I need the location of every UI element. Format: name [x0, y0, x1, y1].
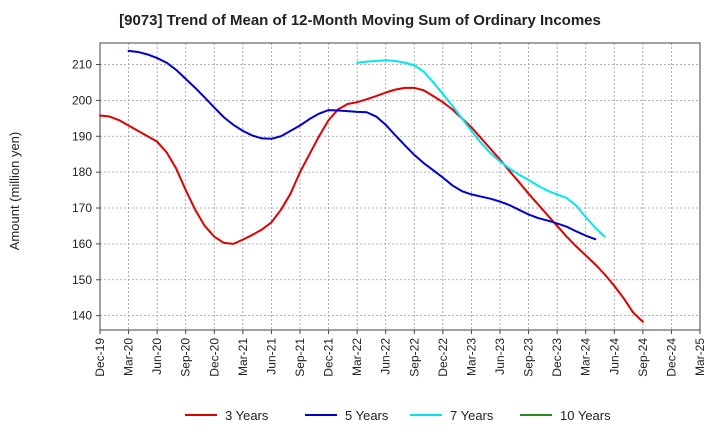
y-tick-label: 210	[72, 58, 92, 72]
legend-label-3-years: 3 Years	[225, 408, 269, 423]
legend-label-7-years: 7 Years	[450, 408, 494, 423]
x-tick-label: Sep-23	[522, 338, 536, 377]
x-tick-label: Jun-23	[493, 338, 507, 375]
y-tick-label: 170	[72, 201, 92, 215]
x-tick-label: Dec-19	[93, 338, 107, 377]
x-tick-label: Mar-25	[693, 338, 707, 376]
x-tick-label: Mar-24	[579, 338, 593, 376]
legend: 3 Years 5 Years 7 Years 10 Years	[185, 408, 611, 423]
y-tick-labels: 140 150 160 170 180 190 200 210	[72, 58, 100, 323]
x-tick-label: Dec-22	[436, 338, 450, 377]
plot-area-frame	[99, 42, 701, 331]
legend-label-10-years: 10 Years	[560, 408, 611, 423]
x-tick-label: Sep-24	[636, 338, 650, 377]
legend-label-5-years: 5 Years	[345, 408, 389, 423]
x-tick-label: Dec-20	[207, 338, 221, 377]
y-tick-label: 160	[72, 237, 92, 251]
series-line-7-years	[356, 59, 606, 238]
x-tick-label: Dec-24	[664, 338, 678, 377]
x-tick-labels: Dec-19 Mar-20 Jun-20 Sep-20 Dec-20 Mar-21 Jun-…	[93, 330, 707, 377]
series-line-3-years	[99, 86, 644, 323]
x-tick-label: Dec-21	[322, 338, 336, 377]
x-tick-label: Mar-22	[350, 338, 364, 376]
x-tick-label: Dec-23	[550, 338, 564, 377]
x-tick-label: Jun-20	[150, 338, 164, 375]
x-tick-label: Sep-21	[293, 338, 307, 377]
grid-layer	[100, 43, 700, 330]
y-tick-label: 140	[72, 309, 92, 323]
y-tick-label: 150	[72, 273, 92, 287]
chart-title: [9073] Trend of Mean of 12-Month Moving …	[119, 12, 601, 29]
x-tick-label: Mar-20	[122, 338, 136, 376]
series-layer	[99, 49, 644, 323]
y-tick-label: 180	[72, 165, 92, 179]
x-tick-label: Sep-20	[179, 338, 193, 377]
x-tick-label: Jun-21	[264, 338, 278, 375]
x-tick-label: Mar-23	[464, 338, 478, 376]
series-line-5-years	[127, 49, 597, 241]
y-axis-label: Amount (million yen)	[7, 132, 22, 251]
y-tick-label: 190	[72, 129, 92, 143]
x-tick-label: Mar-21	[236, 338, 250, 376]
x-tick-label: Jun-24	[607, 338, 621, 375]
x-tick-label: Jun-22	[379, 338, 393, 375]
x-tick-label: Sep-22	[407, 338, 421, 377]
y-tick-label: 200	[72, 93, 92, 107]
